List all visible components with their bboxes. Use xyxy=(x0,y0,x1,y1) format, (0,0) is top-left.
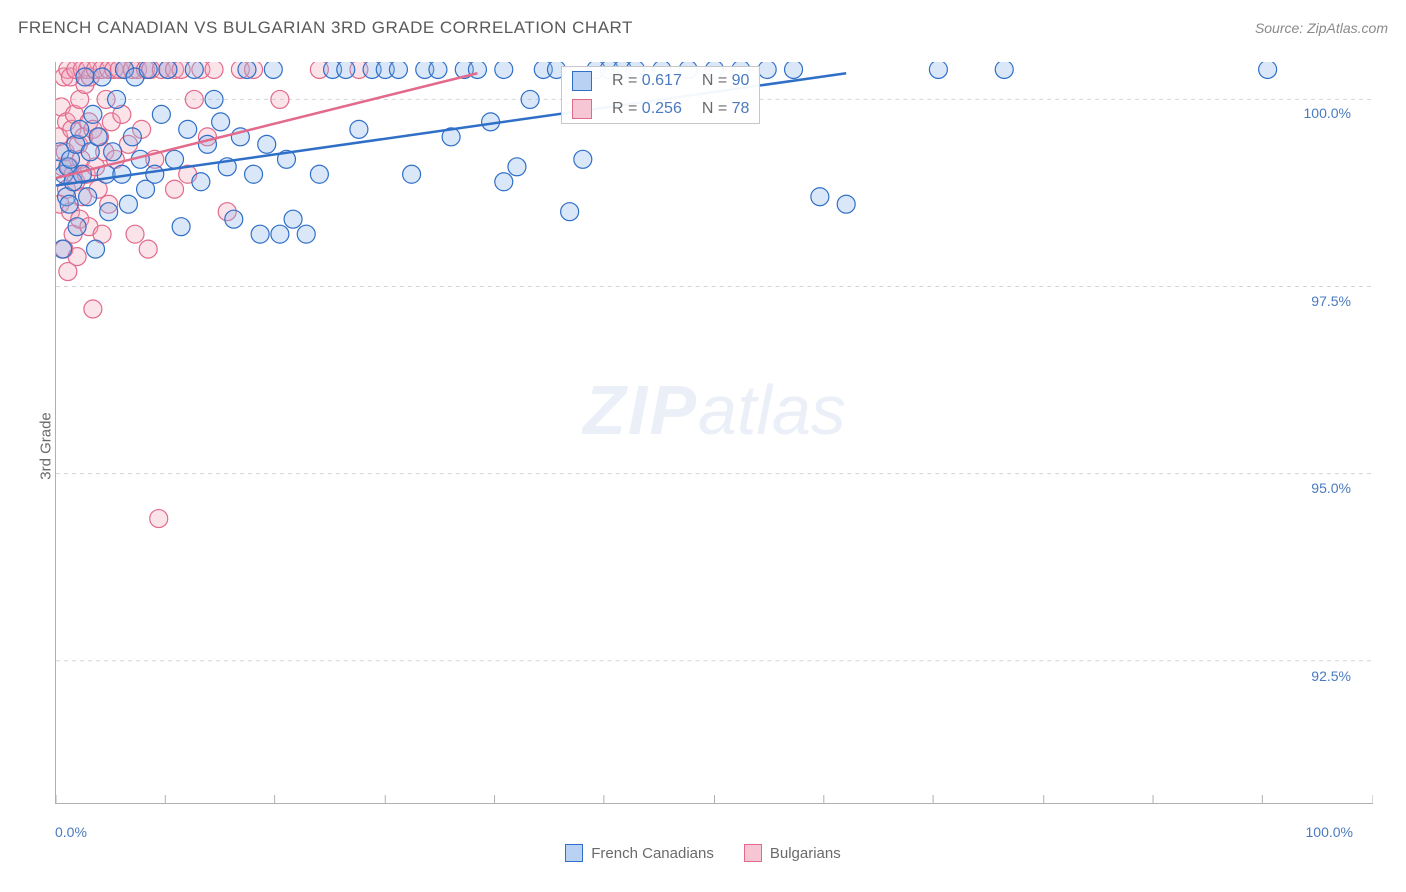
y-grid-label: 97.5% xyxy=(1311,293,1351,309)
data-point xyxy=(76,68,94,86)
data-point xyxy=(205,90,223,108)
data-point xyxy=(150,510,168,528)
legend-item: Bulgarians xyxy=(744,844,841,862)
data-point xyxy=(271,90,289,108)
data-point xyxy=(508,158,526,176)
data-point xyxy=(185,90,203,108)
legend-label: Bulgarians xyxy=(770,845,841,862)
data-point xyxy=(284,210,302,228)
data-point xyxy=(93,68,111,86)
data-point xyxy=(87,240,105,258)
data-point xyxy=(108,90,126,108)
data-point xyxy=(89,128,107,146)
data-point xyxy=(100,203,118,221)
x-label-min: 0.0% xyxy=(55,824,87,840)
data-point xyxy=(119,195,137,213)
data-point xyxy=(56,240,72,258)
data-point xyxy=(84,300,102,318)
data-point xyxy=(403,165,421,183)
legend-label: French Canadians xyxy=(591,845,714,862)
data-point xyxy=(172,218,190,236)
legend-item: French Canadians xyxy=(565,844,714,862)
bottom-legend: French Canadians Bulgarians xyxy=(0,844,1406,862)
data-point xyxy=(123,128,141,146)
data-point xyxy=(139,240,157,258)
data-point xyxy=(785,62,803,78)
data-point xyxy=(350,120,368,138)
x-label-max: 100.0% xyxy=(1306,824,1353,840)
scatter-svg xyxy=(56,62,1373,803)
data-point xyxy=(251,225,269,243)
data-point xyxy=(139,62,157,78)
data-point xyxy=(179,120,197,138)
y-grid-label: 100.0% xyxy=(1304,105,1351,121)
data-point xyxy=(258,135,276,153)
y-grid-label: 95.0% xyxy=(1311,480,1351,496)
data-point xyxy=(166,180,184,198)
data-point xyxy=(84,105,102,123)
data-point xyxy=(310,165,328,183)
data-point xyxy=(212,113,230,131)
legend-swatch-icon xyxy=(744,844,762,862)
data-point xyxy=(837,195,855,213)
data-point xyxy=(166,150,184,168)
data-point xyxy=(245,165,263,183)
data-point xyxy=(811,188,829,206)
stat-row: R = 0.256N = 78 xyxy=(562,95,759,123)
series-swatch-icon xyxy=(572,99,592,119)
data-point xyxy=(758,62,776,78)
plot-area: ZIPatlas R = 0.617N = 90R = 0.256N = 78 xyxy=(55,62,1373,804)
data-point xyxy=(79,188,97,206)
series-swatch-icon xyxy=(572,71,592,91)
data-point xyxy=(337,62,355,78)
data-point xyxy=(68,218,86,236)
data-point xyxy=(495,62,513,78)
y-grid-label: 92.5% xyxy=(1311,668,1351,684)
legend-swatch-icon xyxy=(565,844,583,862)
chart-title: FRENCH CANADIAN VS BULGARIAN 3RD GRADE C… xyxy=(18,18,633,38)
data-point xyxy=(152,105,170,123)
data-point xyxy=(495,173,513,191)
data-point xyxy=(71,120,89,138)
data-point xyxy=(192,173,210,191)
data-point xyxy=(205,62,223,78)
y-axis-label: 3rd Grade xyxy=(37,412,54,480)
data-point xyxy=(60,195,78,213)
data-point xyxy=(225,210,243,228)
data-point xyxy=(104,143,122,161)
data-point xyxy=(185,62,203,78)
data-point xyxy=(521,90,539,108)
data-point xyxy=(264,62,282,78)
x-axis-labels: 0.0% 100.0% xyxy=(55,824,1373,844)
stat-row: R = 0.617N = 90 xyxy=(562,67,759,95)
data-point xyxy=(995,62,1013,78)
data-point xyxy=(574,150,592,168)
data-point xyxy=(126,225,144,243)
data-point xyxy=(297,225,315,243)
data-point xyxy=(561,203,579,221)
data-point xyxy=(1259,62,1277,78)
data-point xyxy=(929,62,947,78)
data-point xyxy=(389,62,407,78)
data-point xyxy=(429,62,447,78)
stats-legend-box: R = 0.617N = 90R = 0.256N = 78 xyxy=(561,66,760,124)
source-label: Source: ZipAtlas.com xyxy=(1255,20,1388,36)
data-point xyxy=(146,165,164,183)
data-point xyxy=(238,62,256,78)
data-point xyxy=(271,225,289,243)
data-point xyxy=(159,62,177,78)
